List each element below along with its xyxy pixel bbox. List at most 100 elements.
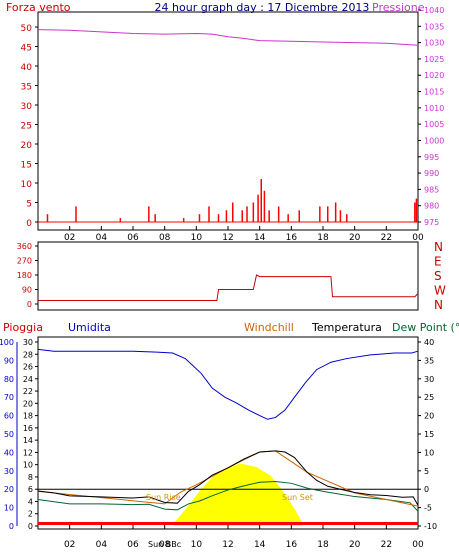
time-tick-label: 16 <box>286 233 298 243</box>
time-tick-label: 16 <box>286 540 298 550</box>
time-tick-label: 12 <box>222 233 233 243</box>
time-tick-label: 08 <box>159 540 171 550</box>
dewpoint-line <box>37 480 419 512</box>
panel3-time-axis: 02 04 06 08 10 12 14 16 18 20 22 00 <box>64 525 424 550</box>
temperature-tick-label: -10 <box>424 522 437 531</box>
compass-label: N <box>434 240 443 254</box>
sun-rise-annotation: Sun Rise <box>146 493 181 502</box>
rain-tick-label: 26 <box>23 363 33 372</box>
dewpoint-label: Dew Point (°C <box>392 321 459 334</box>
time-tick-label: 10 <box>191 540 203 550</box>
pressure-tick-label: 990 <box>424 169 439 178</box>
humidity-tick-label: 80 <box>4 375 14 384</box>
time-tick-label: 22 <box>381 540 392 550</box>
wind-tick-label: 35 <box>21 83 32 93</box>
pressure-tick-label: 1000 <box>424 136 444 145</box>
pressure-tick-label: 1015 <box>424 88 444 97</box>
pressure-tick-label: 1025 <box>424 55 444 64</box>
compass-label: W <box>434 284 446 298</box>
time-tick-label: 22 <box>381 233 392 243</box>
wind-tick-label: 25 <box>21 122 32 132</box>
rain-tick-label: 24 <box>23 375 33 384</box>
temperature-tick-label: 25 <box>424 393 434 402</box>
wind-speed-bars <box>38 179 418 223</box>
time-tick-label: 04 <box>96 233 108 243</box>
humidity-tick-label: 90 <box>4 356 14 365</box>
temperature-tick-label: 40 <box>424 338 434 347</box>
rain-tick-label: 2 <box>28 510 33 519</box>
temperature-tick-label: 15 <box>424 430 434 439</box>
direction-tick-label: 270 <box>17 257 32 266</box>
pressure-label: Pressione <box>372 1 425 14</box>
time-tick-label: 14 <box>254 233 266 243</box>
time-tick-label: 00 <box>412 233 424 243</box>
pressure-tick-label: 985 <box>424 185 439 194</box>
humidity-tick-label: 60 <box>4 412 14 421</box>
rain-tick-label: 20 <box>23 399 33 408</box>
pressure-tick-label: 1035 <box>424 22 444 31</box>
wind-tick-label: 20 <box>21 141 33 151</box>
time-tick-label: 12 <box>222 540 233 550</box>
time-tick-label: 14 <box>254 540 266 550</box>
windchill-line <box>37 450 419 507</box>
time-tick-label: 00 <box>412 540 424 550</box>
wind-tick-label: 15 <box>21 161 32 171</box>
humidity-tick-label: 100 <box>0 338 14 347</box>
compass-label: E <box>434 255 442 269</box>
rain-tick-label: 16 <box>23 424 33 433</box>
pressure-tick-label: 975 <box>424 218 439 227</box>
time-tick-label: 10 <box>191 233 203 243</box>
time-tick-label: 06 <box>127 233 139 243</box>
wind-tick-label: 10 <box>21 180 33 190</box>
temperature-tick-label: 20 <box>424 412 434 421</box>
pressure-tick-label: 980 <box>424 202 439 211</box>
rain-tick-label: 30 <box>23 338 33 347</box>
wind-tick-label: 0 <box>26 219 32 229</box>
rain-tick-label: 18 <box>23 412 33 421</box>
chart-title: 24 hour graph day : 17 Dicembre 2013 <box>155 1 370 14</box>
humidity-tick-label: 20 <box>4 485 14 494</box>
pressure-tick-label: 1040 <box>424 6 444 15</box>
direction-tick-label: 0 <box>27 300 32 309</box>
humidity-tick-label: 30 <box>4 467 14 476</box>
rain-tick-label: 10 <box>23 461 33 470</box>
time-tick-label: 20 <box>349 233 361 243</box>
wind-speed-label: Forza vento <box>6 1 71 14</box>
solar-fill <box>174 463 303 526</box>
wind-speed-axis: 0 5 10 15 20 25 30 35 40 45 50 <box>21 24 38 229</box>
rain-tick-label: 22 <box>23 387 33 396</box>
direction-degree-axis: 0 90 180 270 360 <box>17 242 38 309</box>
direction-tick-label: 180 <box>17 271 32 280</box>
temperature-tick-label: 35 <box>424 356 434 365</box>
temperature-tick-label: -5 <box>424 504 432 513</box>
pressure-tick-label: 1020 <box>424 71 444 80</box>
temperature-tick-label: 10 <box>424 448 434 457</box>
panel2-frame <box>37 241 419 311</box>
wind-tick-label: 45 <box>21 44 32 54</box>
humidity-tick-label: 50 <box>4 430 14 439</box>
humidity-label: Umidita <box>68 321 111 334</box>
temperature-axis: -10 -5 0 5 10 15 20 25 30 35 40 <box>418 338 437 531</box>
temperature-tick-label: 5 <box>424 467 429 476</box>
direction-tick-label: 90 <box>22 286 32 295</box>
wind-direction-line <box>38 274 419 301</box>
time-tick-label: 02 <box>64 233 75 243</box>
humidity-tick-label: 40 <box>4 448 14 457</box>
humidity-tick-label: 70 <box>4 393 14 402</box>
rain-tick-label: 6 <box>28 485 33 494</box>
time-tick-label: 18 <box>317 233 329 243</box>
sun-bb-annotation: Sun BBc <box>148 540 181 549</box>
time-tick-label: 02 <box>64 540 75 550</box>
compass-label: N <box>434 298 443 312</box>
wind-tick-label: 40 <box>21 63 33 73</box>
time-tick-label: 06 <box>127 540 139 550</box>
rain-tick-label: 28 <box>23 350 33 359</box>
humidity-tick-label: 0 <box>9 522 14 531</box>
rain-tick-label: 12 <box>23 448 33 457</box>
time-tick-label: 18 <box>317 540 329 550</box>
humidity-axis: 0 10 20 30 40 50 60 70 80 90 100 <box>0 338 18 531</box>
sun-set-annotation: Sun Set <box>282 493 313 502</box>
